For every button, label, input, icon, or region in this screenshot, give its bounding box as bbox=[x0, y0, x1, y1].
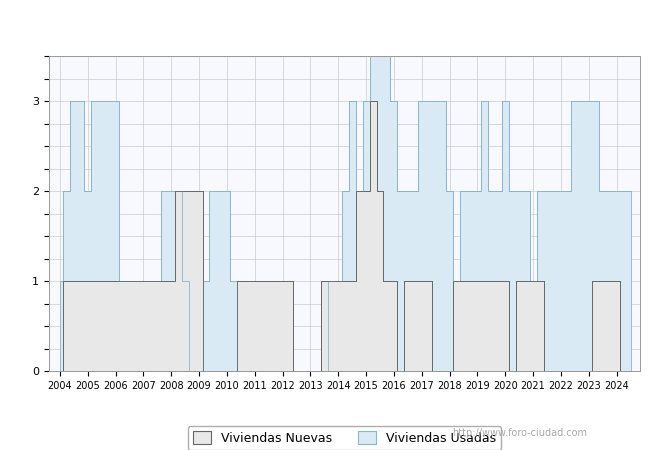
Text: http://www.foro-ciudad.com: http://www.foro-ciudad.com bbox=[452, 428, 588, 438]
Legend: Viviendas Nuevas, Viviendas Usadas: Viviendas Nuevas, Viviendas Usadas bbox=[188, 427, 501, 450]
Text: Arabayona de Mógica - Evolucion del Nº de Transacciones Inmobiliarias: Arabayona de Mógica - Evolucion del Nº d… bbox=[77, 18, 573, 33]
